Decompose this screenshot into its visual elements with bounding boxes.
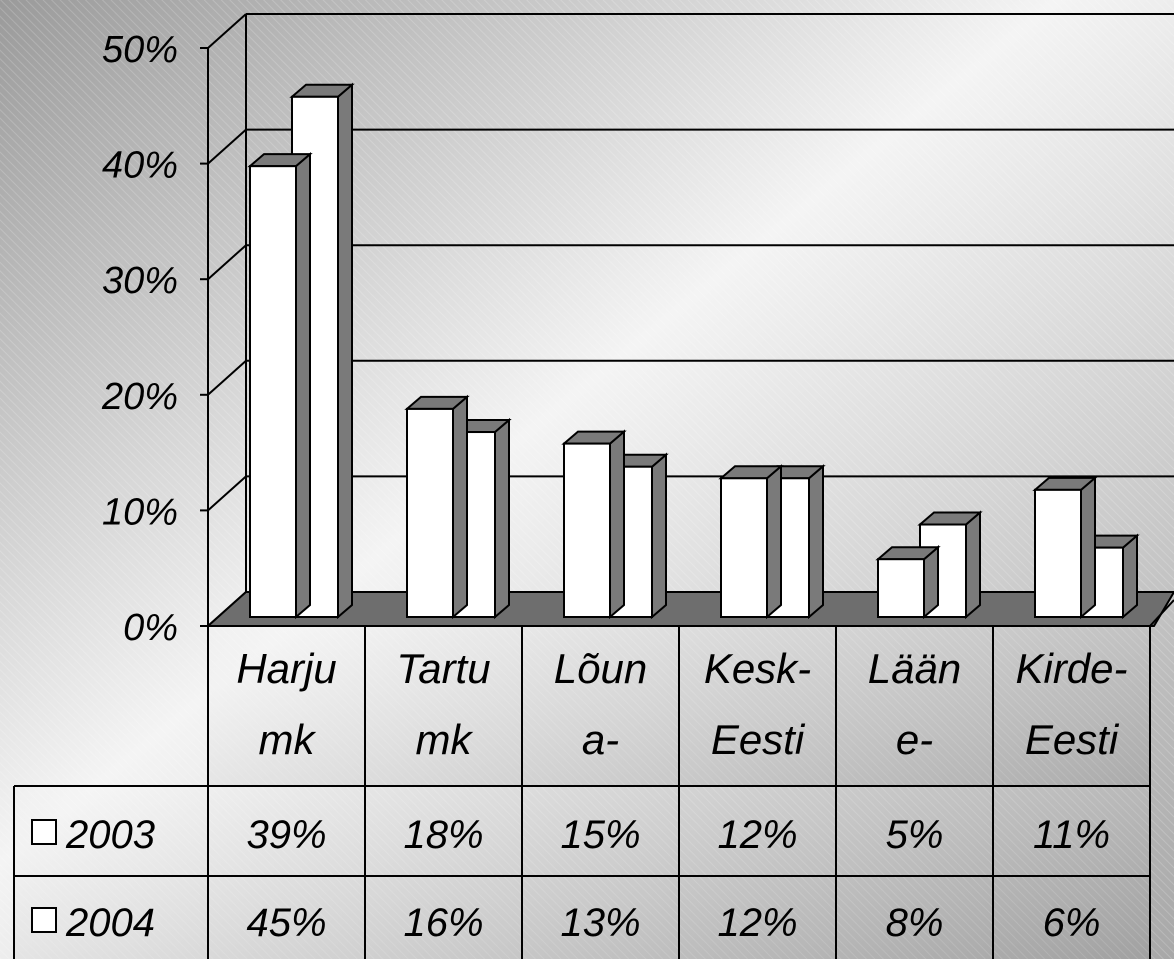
x-tick-label: a-	[582, 716, 619, 763]
bar-side	[766, 464, 782, 620]
bar-front	[720, 477, 768, 618]
gridline-diagonal	[207, 360, 247, 396]
bar-2003-4	[875, 545, 941, 620]
x-tick-label: e-	[896, 716, 933, 763]
bar-front	[1034, 488, 1082, 618]
bar-front	[877, 558, 925, 619]
y-tick-label: 10%	[102, 491, 178, 533]
data-label: 6%	[1043, 901, 1101, 945]
gridline-diagonal	[207, 13, 247, 49]
x-tick-label: mk	[259, 716, 317, 763]
data-label: 11%	[1033, 813, 1110, 857]
bar-2003-2	[561, 429, 627, 620]
legend-swatch	[31, 819, 57, 845]
bar-2003-1	[404, 394, 470, 620]
bar-2003-3	[718, 464, 784, 620]
bar-side	[494, 417, 510, 620]
data-label: 12%	[717, 813, 797, 857]
x-tick-label: Kesk-	[704, 645, 811, 692]
bar-side	[651, 452, 667, 620]
bar-side	[337, 82, 353, 620]
bar-front	[563, 442, 611, 618]
bar-2003-0	[247, 151, 313, 620]
data-label: 18%	[403, 813, 483, 857]
legend-label: 2003	[65, 813, 155, 857]
x-tick-label: Eesti	[711, 716, 806, 763]
bar-side	[452, 394, 468, 620]
data-label: 12%	[717, 901, 797, 945]
bar-side	[1080, 475, 1096, 620]
bar-front	[406, 407, 454, 619]
x-tick-label: Lõun	[554, 645, 647, 692]
y-tick-label: 50%	[102, 29, 178, 71]
bar-side	[965, 510, 981, 620]
x-tick-label: Harju	[236, 645, 336, 692]
gridline-diagonal	[207, 475, 247, 512]
bar-2003-5	[1032, 475, 1098, 620]
data-label: 39%	[246, 813, 326, 857]
data-label: 13%	[560, 901, 640, 945]
bar-side	[609, 429, 625, 620]
y-tick-label: 30%	[102, 260, 178, 302]
gridline-diagonal	[207, 244, 247, 280]
legend-label: 2004	[65, 901, 155, 945]
bar-side	[295, 151, 311, 620]
table-body-bg	[14, 786, 1150, 959]
table-line	[1149, 599, 1174, 627]
x-tick-label: Kirde-	[1015, 645, 1127, 692]
x-tick-label: Lään	[868, 645, 961, 692]
data-label: 15%	[560, 813, 640, 857]
y-tick-label: 40%	[102, 145, 178, 187]
bar-front	[249, 165, 297, 618]
gridline-diagonal	[207, 128, 247, 165]
legend-swatch	[31, 907, 57, 933]
x-tick-label: mk	[416, 716, 474, 763]
x-tick-label: Eesti	[1025, 716, 1120, 763]
data-label: 16%	[403, 901, 483, 945]
x-tick-label: Tartu	[396, 645, 490, 692]
bar-side	[1122, 533, 1138, 620]
data-label: 5%	[886, 813, 944, 857]
data-label: 45%	[246, 901, 326, 945]
bar-side	[808, 464, 824, 620]
y-tick-label: 20%	[101, 376, 178, 418]
data-label: 8%	[886, 901, 944, 945]
y-tick-label: 0%	[123, 607, 178, 649]
